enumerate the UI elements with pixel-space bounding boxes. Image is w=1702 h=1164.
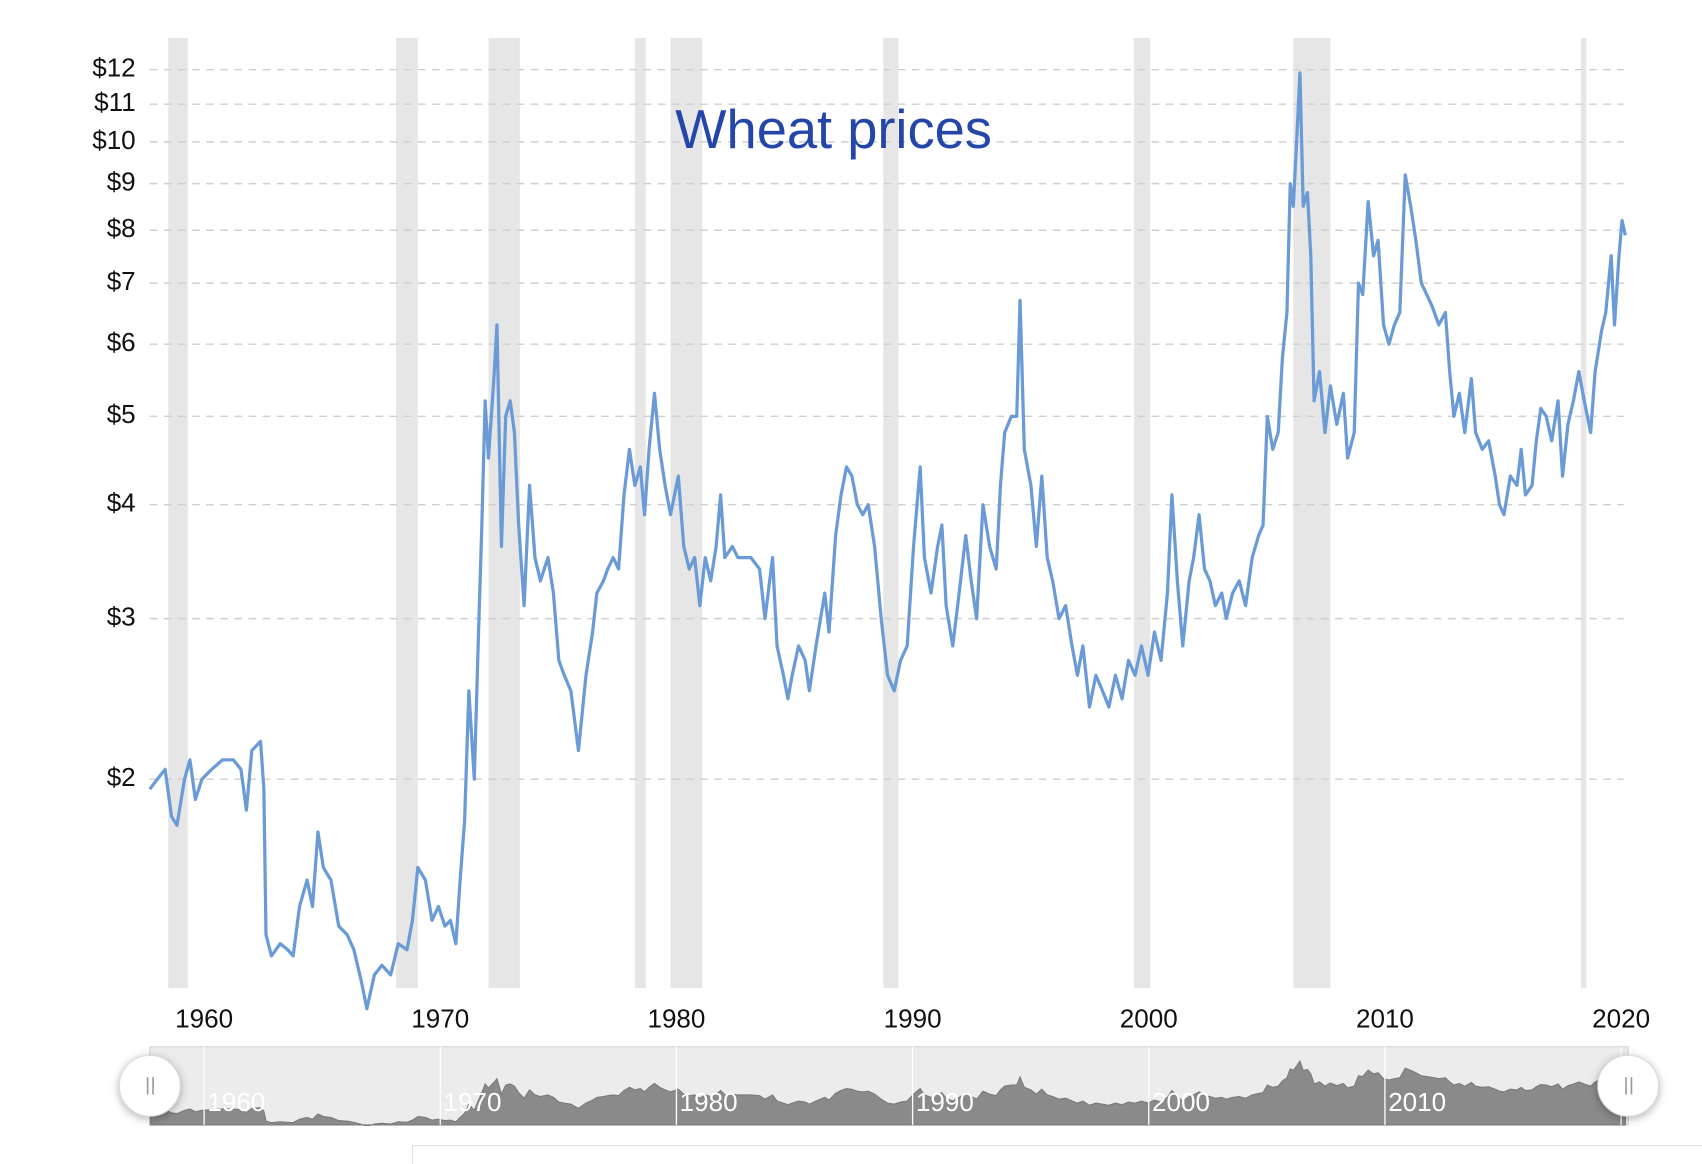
recession-band [1133,38,1151,989]
recession-band [396,38,418,989]
navigator-tick-label: 1970 [444,1087,502,1117]
y-tick-label: $9 [107,166,136,196]
y-tick-label: $10 [92,125,135,155]
y-tick-label: $3 [107,601,136,631]
panel-border [411,1144,1702,1164]
y-tick-label: $4 [107,488,136,518]
price-line [148,71,1627,1011]
x-tick-label: 1970 [411,1004,469,1034]
y-tick-label: $2 [107,762,136,792]
y-tick-label: $8 [107,213,136,243]
y-tick-label: $6 [107,327,136,357]
chart-title: Wheat prices [675,99,992,160]
x-tick-label: 1980 [647,1004,705,1034]
x-tick-label: 1990 [884,1004,942,1034]
navigator-area [149,1059,1626,1126]
x-tick-label: 2010 [1356,1004,1414,1034]
recession-band [883,38,899,989]
recession-band [1580,38,1587,989]
recession-band [168,38,188,989]
x-tick-label: 1960 [175,1004,233,1034]
y-tick-label: $11 [94,87,136,117]
navigator-handle-left[interactable] [118,1054,181,1117]
navigator-tick-label: 2000 [1152,1087,1210,1117]
recession-band [634,38,646,989]
navigator-tick-label: 1960 [207,1087,265,1117]
y-tick-label: $12 [92,53,135,83]
navigator-tick-label: 1980 [680,1087,738,1117]
y-tick-label: $5 [107,399,136,429]
x-tick-label: 2000 [1120,1004,1178,1034]
x-tick-label: 2020 [1592,1004,1650,1034]
recession-band [670,38,703,989]
navigator-handle-right[interactable] [1597,1054,1660,1117]
y-tick-label: $7 [107,266,136,296]
navigator-tick-label: 1990 [916,1087,974,1117]
navigator-tick-label: 2010 [1388,1087,1446,1117]
recession-band [1293,38,1331,989]
